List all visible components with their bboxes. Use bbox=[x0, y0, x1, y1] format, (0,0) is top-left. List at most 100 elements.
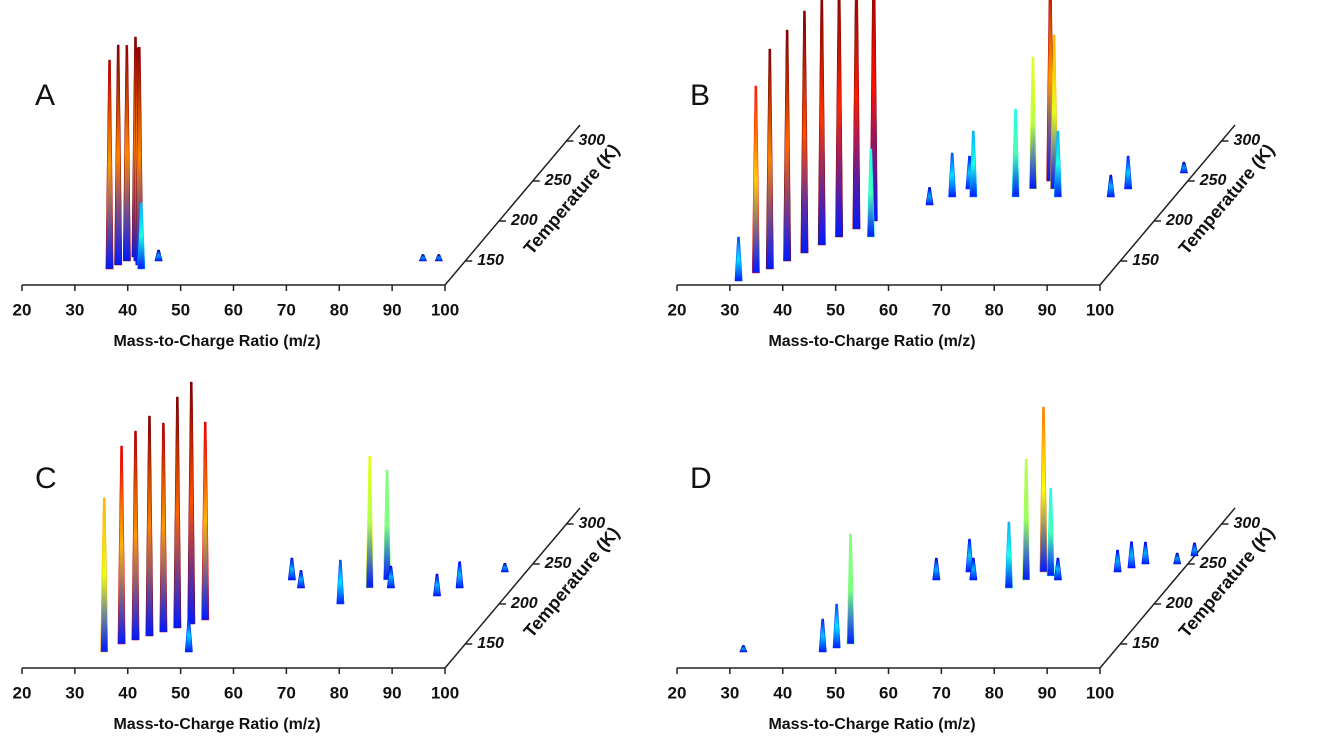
peak bbox=[433, 573, 441, 597]
peak bbox=[117, 445, 126, 645]
x-tick-label: 20 bbox=[13, 300, 32, 319]
depth-axis bbox=[444, 507, 581, 669]
x-axis-label: Mass-to-Charge Ratio (m/z) bbox=[113, 716, 320, 733]
x-tick-label: 30 bbox=[720, 683, 739, 702]
x-tick-label: 90 bbox=[1038, 683, 1057, 702]
x-axis-label: Mass-to-Charge Ratio (m/z) bbox=[768, 333, 975, 350]
x-tick-label: 40 bbox=[118, 300, 137, 319]
peak bbox=[173, 396, 182, 629]
peak bbox=[100, 497, 109, 653]
peak bbox=[739, 645, 748, 653]
peak bbox=[800, 10, 809, 254]
x-tick-label: 50 bbox=[171, 683, 190, 702]
x-tick-label: 90 bbox=[1038, 300, 1057, 319]
peak bbox=[1039, 406, 1048, 573]
x-tick-label: 90 bbox=[383, 300, 402, 319]
x-tick-label: 100 bbox=[431, 300, 459, 319]
peak bbox=[817, 0, 826, 246]
x-tick-label: 100 bbox=[1086, 683, 1114, 702]
y-axis-label: Temperature (K) bbox=[1175, 523, 1279, 641]
y-axis-label: Temperature (K) bbox=[520, 140, 624, 258]
peak bbox=[455, 561, 464, 589]
x-tick-label: 60 bbox=[879, 300, 898, 319]
y-axis-label: Temperature (K) bbox=[520, 523, 624, 641]
y-tick-label: 300 bbox=[579, 515, 606, 532]
x-tick-label: 30 bbox=[720, 300, 739, 319]
peak bbox=[835, 0, 844, 238]
depth-axis bbox=[1099, 124, 1236, 286]
peak bbox=[365, 455, 374, 589]
peak bbox=[297, 570, 305, 589]
peak bbox=[1127, 541, 1136, 569]
panel-label: D bbox=[690, 462, 712, 495]
y-tick-label: 300 bbox=[1234, 515, 1261, 532]
x-tick-label: 70 bbox=[277, 300, 296, 319]
peak bbox=[969, 557, 978, 581]
x-tick-label: 60 bbox=[224, 300, 243, 319]
peak bbox=[1124, 155, 1133, 190]
peak bbox=[1053, 130, 1062, 198]
peak bbox=[1173, 552, 1182, 565]
depth-axis bbox=[1099, 507, 1236, 669]
y-tick-label: 150 bbox=[1132, 252, 1159, 269]
peak bbox=[818, 618, 827, 653]
x-tick-label: 30 bbox=[65, 300, 84, 319]
y-tick-label: 200 bbox=[510, 595, 538, 612]
peak bbox=[783, 29, 792, 262]
y-tick-label: 150 bbox=[477, 635, 504, 652]
x-axis-label: Mass-to-Charge Ratio (m/z) bbox=[113, 333, 320, 350]
x-tick-label: 20 bbox=[668, 683, 687, 702]
peak bbox=[751, 85, 760, 274]
x-tick-label: 80 bbox=[985, 300, 1004, 319]
y-axis-label: Temperature (K) bbox=[1175, 140, 1279, 258]
x-axis-label: Mass-to-Charge Ratio (m/z) bbox=[768, 716, 975, 733]
x-tick-label: 80 bbox=[330, 683, 349, 702]
x-tick-label: 30 bbox=[65, 683, 84, 702]
peak bbox=[418, 254, 428, 262]
x-tick-label: 50 bbox=[171, 300, 190, 319]
peak bbox=[1028, 56, 1037, 190]
x-tick-label: 40 bbox=[773, 683, 792, 702]
peak bbox=[336, 559, 345, 605]
y-tick-label: 200 bbox=[1165, 212, 1193, 229]
peak bbox=[145, 415, 154, 637]
x-tick-label: 90 bbox=[383, 683, 402, 702]
peak bbox=[1022, 458, 1031, 581]
peak bbox=[846, 533, 855, 645]
peak bbox=[383, 469, 392, 581]
peak bbox=[1106, 174, 1115, 198]
peak bbox=[154, 249, 163, 262]
peak bbox=[765, 48, 774, 270]
x-tick-label: 60 bbox=[224, 683, 243, 702]
panel-label: C bbox=[35, 462, 57, 495]
peak bbox=[122, 45, 131, 262]
x-tick-label: 50 bbox=[826, 300, 845, 319]
x-tick-label: 80 bbox=[330, 300, 349, 319]
peak bbox=[1141, 541, 1150, 565]
peak bbox=[201, 421, 210, 621]
x-tick-label: 60 bbox=[879, 683, 898, 702]
peak bbox=[948, 152, 957, 198]
y-tick-label: 150 bbox=[1132, 635, 1159, 652]
y-tick-label: 200 bbox=[1165, 595, 1193, 612]
x-tick-label: 80 bbox=[985, 683, 1004, 702]
peak bbox=[187, 381, 196, 625]
x-tick-label: 20 bbox=[13, 683, 32, 702]
panel-label: B bbox=[690, 79, 710, 112]
panel-label: A bbox=[35, 79, 55, 112]
peak bbox=[159, 422, 168, 633]
peak bbox=[1053, 557, 1062, 581]
peak bbox=[114, 44, 123, 266]
x-tick-label: 50 bbox=[826, 683, 845, 702]
peak bbox=[925, 187, 934, 206]
peak bbox=[105, 59, 114, 270]
peak bbox=[1011, 108, 1020, 198]
peak bbox=[184, 618, 193, 653]
y-tick-label: 250 bbox=[1199, 555, 1227, 572]
x-tick-label: 40 bbox=[773, 300, 792, 319]
peak bbox=[932, 557, 941, 581]
peak bbox=[386, 565, 395, 589]
peak bbox=[1179, 161, 1188, 174]
depth-axis bbox=[444, 124, 581, 286]
